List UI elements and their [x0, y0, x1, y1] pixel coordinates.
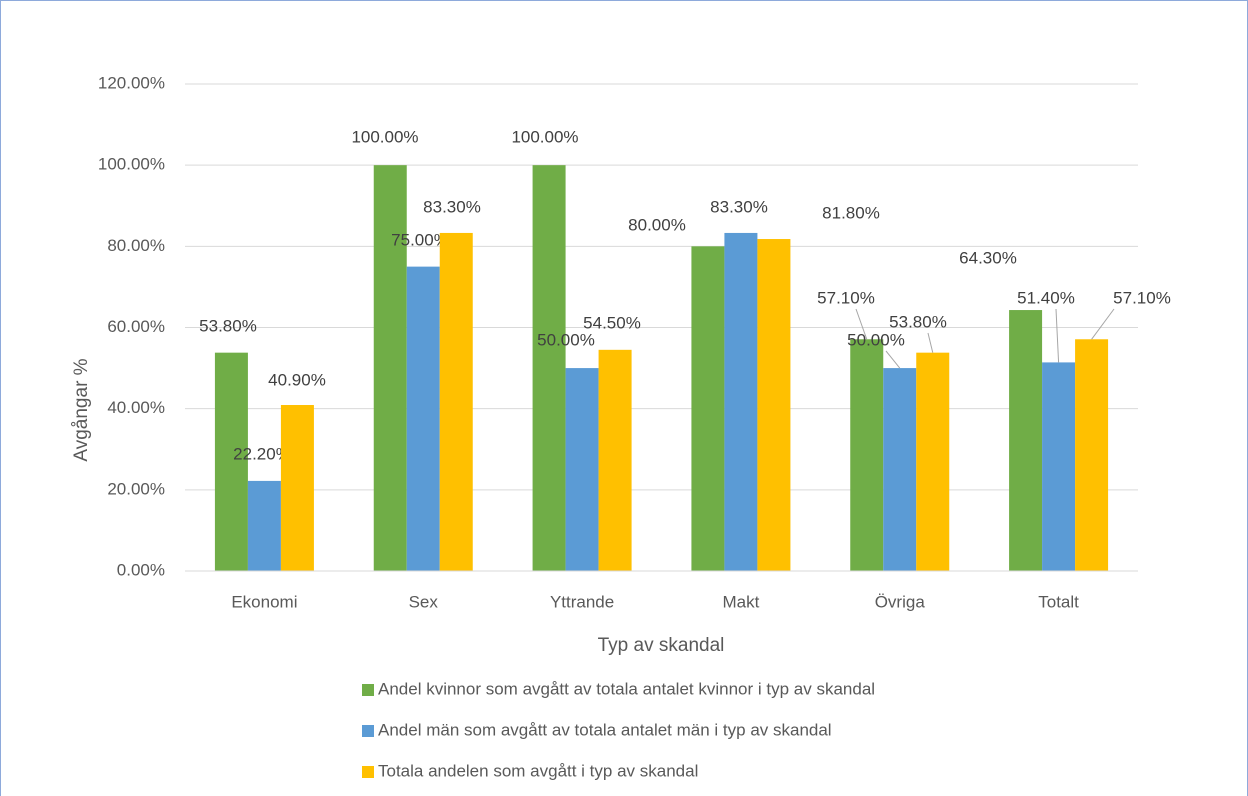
- bar: [214, 352, 248, 571]
- legend-label: Andel män som avgått av totala antalet m…: [378, 720, 832, 739]
- legend-swatch: [362, 766, 374, 778]
- value-label: 50.00%: [537, 330, 595, 349]
- leader-line: [927, 332, 934, 353]
- value-label: 53.80%: [889, 312, 947, 331]
- x-tick-label: Övriga: [875, 592, 926, 611]
- x-axis-label: Typ av skandal: [598, 635, 725, 656]
- y-tick-label: 100.00%: [98, 155, 165, 174]
- leader-line: [855, 308, 868, 340]
- value-label: 40.90%: [268, 370, 326, 389]
- value-label: 83.30%: [423, 197, 481, 216]
- bar: [406, 266, 440, 571]
- y-tick-label: 20.00%: [107, 479, 165, 498]
- value-label: 75.00%: [391, 230, 449, 249]
- value-label: 83.30%: [710, 197, 768, 216]
- x-tick-label: Makt: [722, 592, 759, 611]
- bar: [373, 165, 407, 571]
- x-tick-label: Sex: [409, 592, 439, 611]
- x-tick-label: Ekonomi: [231, 592, 297, 611]
- y-tick-label: 80.00%: [107, 236, 165, 255]
- value-label: 51.40%: [1017, 288, 1075, 307]
- bar: [916, 352, 950, 571]
- bar: [532, 165, 566, 571]
- bar: [247, 480, 281, 571]
- bar: [1042, 362, 1076, 571]
- bar: [280, 405, 314, 571]
- y-axis-label: Avgångar %: [71, 358, 92, 461]
- leader-line: [1091, 308, 1115, 340]
- x-tick-label: Yttrande: [550, 592, 614, 611]
- bar: [757, 239, 791, 572]
- bar: [565, 368, 599, 571]
- bar: [850, 339, 884, 571]
- value-label: 100.00%: [511, 127, 578, 146]
- bar: [1009, 310, 1043, 571]
- y-tick-label: 0.00%: [117, 560, 165, 579]
- leader-line: [885, 350, 901, 369]
- value-label: 100.00%: [351, 127, 418, 146]
- bar: [883, 368, 917, 571]
- y-tick-label: 60.00%: [107, 317, 165, 336]
- bar: [439, 232, 473, 571]
- bar: [598, 349, 632, 571]
- y-tick-label: 120.00%: [98, 73, 165, 92]
- value-label: 54.50%: [583, 313, 641, 332]
- x-tick-label: Totalt: [1038, 592, 1079, 611]
- value-label: 64.30%: [959, 248, 1017, 267]
- leader-line: [1055, 308, 1060, 363]
- value-label: 57.10%: [1113, 288, 1171, 307]
- value-label: 53.80%: [199, 316, 257, 335]
- legend-label: Andel kvinnor som avgått av totala antal…: [378, 679, 875, 698]
- bar: [1075, 339, 1109, 571]
- bar: [724, 232, 758, 571]
- legend-swatch: [362, 725, 374, 737]
- value-label: 81.80%: [822, 203, 880, 222]
- value-label: 57.10%: [817, 288, 875, 307]
- value-label: 22.20%: [233, 444, 291, 463]
- y-tick-label: 40.00%: [107, 398, 165, 417]
- legend-swatch: [362, 684, 374, 696]
- bar: [691, 246, 725, 572]
- value-label: 50.00%: [847, 330, 905, 349]
- value-label: 80.00%: [628, 215, 686, 234]
- legend-label: Totala andelen som avgått i typ av skand…: [378, 761, 698, 780]
